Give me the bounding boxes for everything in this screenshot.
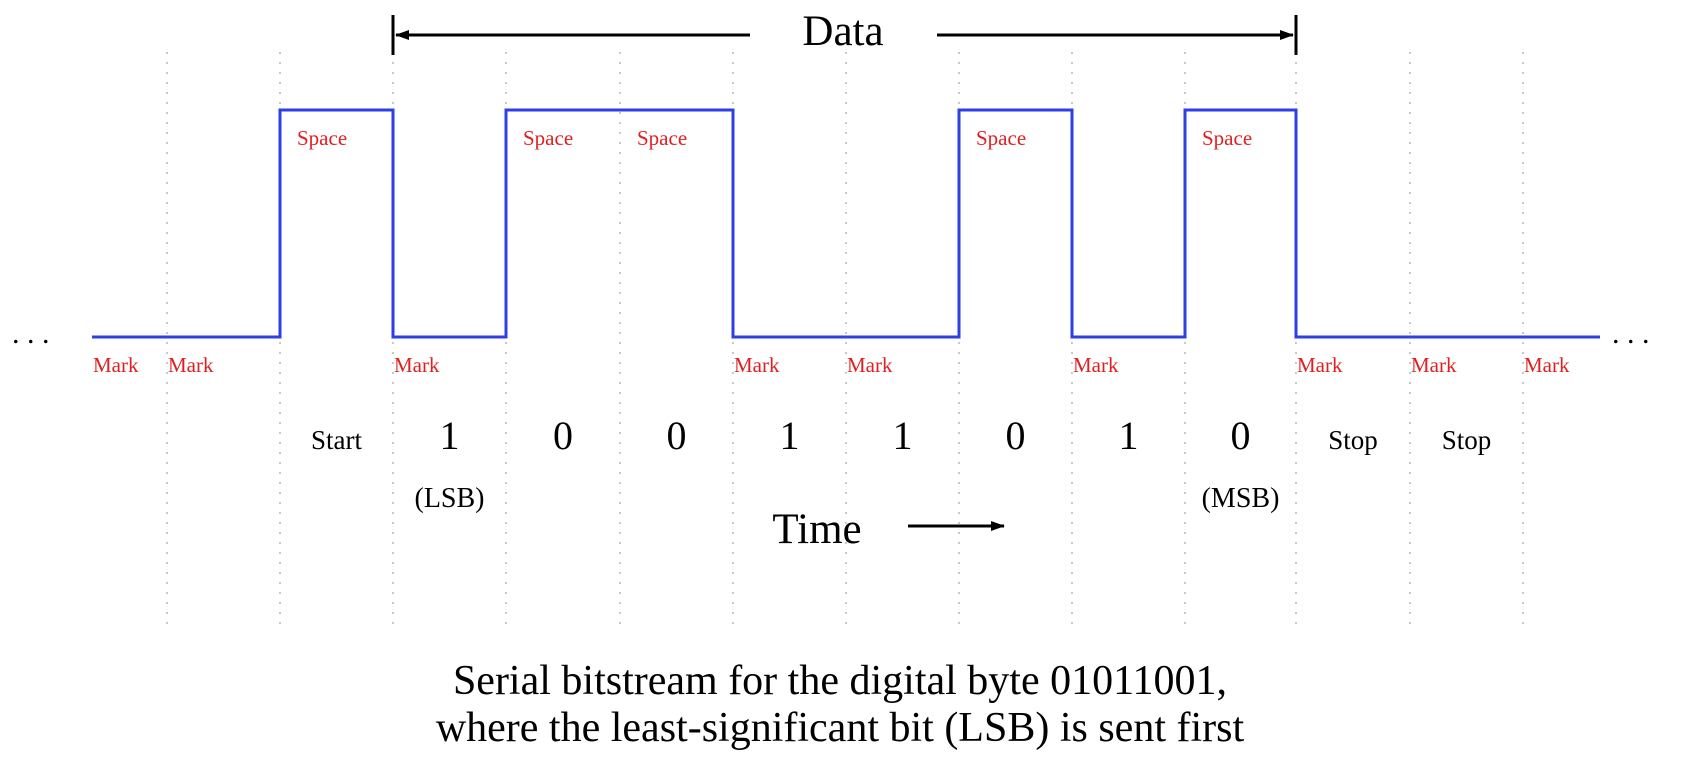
data-bit-value: 0 [1006,413,1026,458]
bit-significance-label: (LSB) [415,483,485,514]
level-labels: Mark Mark Space Mark Space Space Mark Mark Space… [93,126,1570,377]
frame-bit-label: Start [311,425,362,455]
frame-bit-label: Stop [1328,425,1378,455]
bitstream-waveform [92,108,1600,339]
data-bit-value: 1 [780,413,800,458]
time-indicator: Time [772,506,1005,553]
ellipsis-left: . . . [12,317,50,350]
data-bit-value: 1 [1119,413,1139,458]
space-level-label: Space [637,126,687,150]
bit-significance-label: (MSB) [1202,483,1280,514]
mark-level-label: Mark [1524,353,1570,377]
data-bit-value: 0 [1231,413,1251,458]
space-level-label: Space [523,126,573,150]
space-level-label: Space [1202,126,1252,150]
data-bit-value: 1 [440,413,460,458]
mark-level-label: Mark [1297,353,1343,377]
caption-line-2: where the least-significant bit (LSB) is… [436,705,1245,751]
data-bit-value: 0 [553,413,573,458]
ellipsis-right: . . . [1612,317,1650,350]
mark-level-label: Mark [93,353,139,377]
space-level-label: Space [976,126,1026,150]
time-label: Time [772,506,861,553]
mark-level-label: Mark [394,353,440,377]
data-span-indicator: Data [391,8,1298,55]
mark-level-label: Mark [1073,353,1119,377]
data-bit-value: 1 [893,413,913,458]
mark-level-label: Mark [847,353,893,377]
mark-level-label: Mark [1411,353,1457,377]
mark-level-label: Mark [734,353,780,377]
bit-labels: Start 1 (LSB) 0 0 1 1 0 1 0 (MSB) Stop Stop [311,413,1491,514]
data-bit-value: 0 [667,413,687,458]
caption-line-1: Serial bitstream for the digital byte 01… [453,658,1227,704]
space-level-label: Space [297,126,347,150]
mark-level-label: Mark [168,353,214,377]
data-span-title: Data [802,8,883,55]
frame-bit-label: Stop [1442,425,1492,455]
